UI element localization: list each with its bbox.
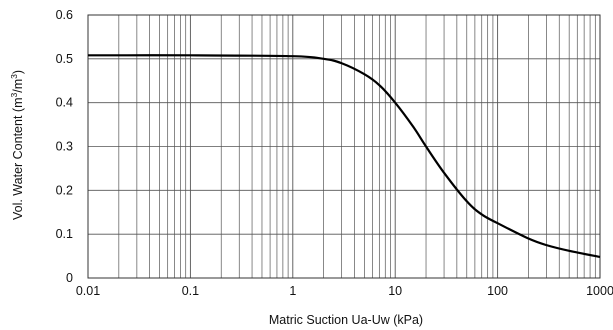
y-axis-label-mid: /m <box>11 79 25 93</box>
y-tick-label: 0 <box>66 271 73 285</box>
grid-lines <box>87 14 600 279</box>
x-tick-label: 10 <box>388 284 402 298</box>
y-tick-label: 0.4 <box>56 96 73 110</box>
y-axis-label-sup1: 3 <box>9 93 19 98</box>
y-axis-label-pre: Vol. Water Content (m <box>11 98 25 221</box>
series-points <box>87 54 601 258</box>
x-tick-label: 1000 <box>586 284 613 298</box>
y-tick-label: 0.3 <box>56 140 73 154</box>
y-tick-labels: 0 0.1 0.2 0.3 0.4 0.5 0.6 <box>56 8 73 285</box>
y-tick-label: 0.6 <box>56 8 73 22</box>
y-tick-label: 0.5 <box>56 52 73 66</box>
y-axis-label-post: ) <box>11 70 25 74</box>
x-axis-label: Matric Suction Ua-Uw (kPa) <box>269 313 423 327</box>
x-tick-label: 100 <box>487 284 508 298</box>
y-axis-label: Vol. Water Content (m3/m3) <box>9 70 25 220</box>
x-tick-label: 0.01 <box>76 284 100 298</box>
x-tick-label: 1 <box>289 284 296 298</box>
x-tick-labels: 0.01 0.1 1 10 100 1000 <box>76 284 613 298</box>
plot-frame <box>87 14 601 279</box>
y-tick-label: 0.1 <box>56 227 73 241</box>
series-line <box>87 54 601 259</box>
y-tick-label: 0.2 <box>56 183 73 197</box>
x-tick-label: 0.1 <box>182 284 199 298</box>
y-axis-label-sup2: 3 <box>9 74 19 79</box>
